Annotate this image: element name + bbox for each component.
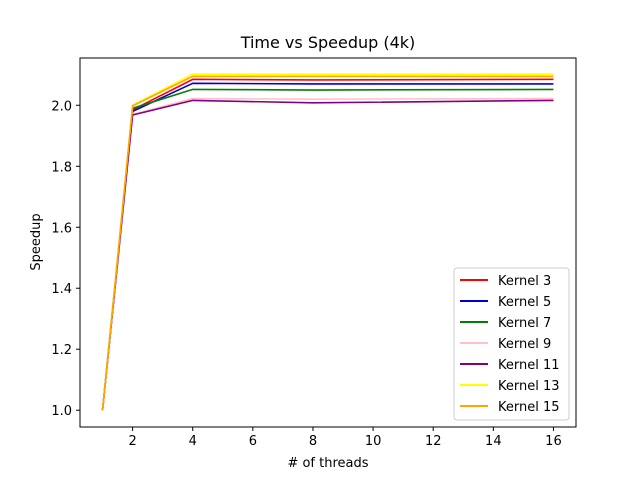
y-tick-label: 1.8: [51, 160, 72, 175]
series-line-kernel-15: [101, 75, 554, 411]
x-tick-label: 14: [485, 434, 502, 449]
x-tick-label: 16: [545, 434, 562, 449]
x-tick-label: 2: [128, 434, 136, 449]
legend-label-kernel-11: Kernel 11: [498, 358, 560, 373]
legend-label-kernel-7: Kernel 7: [498, 316, 551, 331]
legend-label-kernel-5: Kernel 5: [498, 295, 551, 310]
plot-frame: [79, 57, 577, 428]
x-tick-label: 8: [309, 434, 317, 449]
x-axis-label: # of threads: [287, 456, 368, 471]
x-tick-label: 12: [425, 434, 442, 449]
x-tick-label: 10: [365, 434, 382, 449]
x-axis-ticks: 2 4 6 8 10 12 14 16: [128, 427, 562, 449]
legend-box: [453, 267, 570, 421]
y-tick-label: 2.0: [51, 99, 72, 114]
legend: Kernel 3 Kernel 5 Kernel 7 Kernel 9 Kernel 1…: [453, 267, 570, 421]
chart-title: Time vs Speedup (4k): [240, 33, 416, 52]
legend-label-kernel-3: Kernel 3: [498, 274, 551, 289]
series-lines: [101, 73, 554, 411]
y-tick-label: 1.6: [51, 221, 72, 236]
y-axis-label: Speedup: [29, 213, 44, 270]
y-tick-label: 1.2: [51, 343, 72, 358]
y-tick-label: 1.0: [51, 404, 72, 419]
legend-label-kernel-9: Kernel 9: [498, 337, 551, 352]
x-tick-label: 6: [249, 434, 257, 449]
y-axis-ticks: 1.0 1.2 1.4 1.6 1.8 2.0: [51, 99, 80, 419]
x-tick-label: 4: [189, 434, 197, 449]
legend-label-kernel-15: Kernel 15: [498, 400, 560, 415]
y-tick-label: 1.4: [51, 282, 72, 297]
legend-label-kernel-13: Kernel 13: [498, 379, 560, 394]
